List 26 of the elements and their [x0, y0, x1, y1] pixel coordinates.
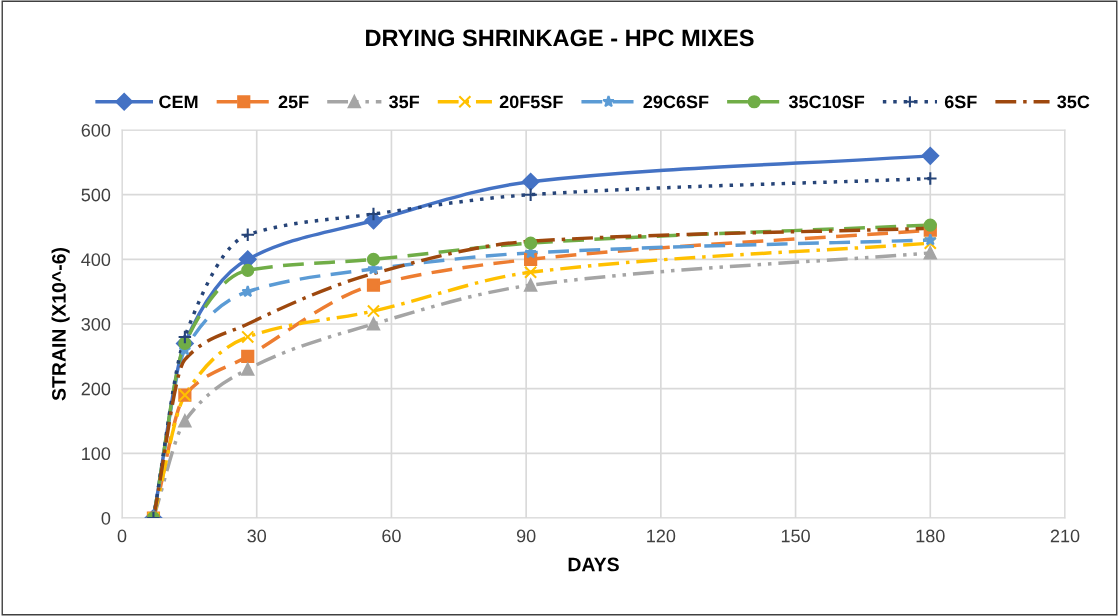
- x-axis-title: DAYS: [568, 557, 619, 572]
- legend-label: 20F5SF: [499, 95, 563, 109]
- legend-label: 35F: [389, 95, 420, 109]
- legend-label: CEM: [159, 95, 198, 109]
- y-tick-label: 500: [81, 188, 111, 202]
- legend-label: 25F: [278, 95, 309, 109]
- y-tick-label: 300: [81, 317, 111, 331]
- legend-label: 6SF: [944, 95, 977, 109]
- x-tick-label: 180: [916, 529, 945, 543]
- x-tick-label: 120: [647, 529, 676, 543]
- x-tick-label: 90: [516, 529, 536, 543]
- legend-label: 35C: [1057, 95, 1090, 109]
- y-tick-label: 0: [101, 511, 111, 525]
- legend-label: 29C6SF: [643, 95, 709, 109]
- y-tick-label: 600: [81, 123, 111, 137]
- legend-label: 35C10SF: [788, 95, 865, 109]
- y-tick-label: 200: [81, 382, 111, 396]
- chart-title: DRYING SHRINKAGE - HPC MIXES: [366, 29, 754, 47]
- x-tick-label: 30: [247, 529, 267, 543]
- x-tick-label: 0: [117, 529, 127, 543]
- y-tick-label: 400: [81, 253, 111, 267]
- y-axis-title: STRAIN (X10^-6): [51, 247, 70, 401]
- x-tick-label: 60: [382, 529, 401, 543]
- x-tick-label: 210: [1050, 529, 1080, 543]
- y-tick-label: 100: [82, 447, 111, 461]
- x-tick-label: 150: [781, 529, 810, 543]
